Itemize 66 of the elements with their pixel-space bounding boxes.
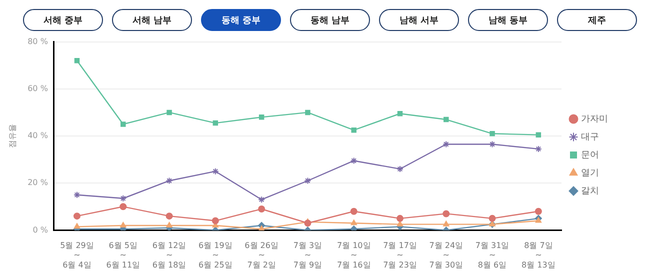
point	[350, 208, 358, 215]
point	[397, 111, 403, 116]
y-tick-label: 60 %	[28, 84, 48, 93]
point	[490, 131, 495, 136]
x-tick-label: 6월 19일 ~ 6월 25일	[198, 241, 232, 270]
point	[120, 203, 127, 210]
point	[166, 110, 172, 116]
legend-label: 문어	[581, 150, 599, 160]
point	[166, 222, 172, 228]
point	[73, 212, 80, 220]
point	[488, 140, 496, 148]
text: 동해 남부	[290, 9, 370, 31]
x-tick-label: 5월 29일 ~ 6월 4일	[60, 241, 94, 270]
point	[396, 220, 404, 226]
x-tick-label: 6월 5일 ~ 6월 11일	[106, 241, 140, 270]
y-tick-label: 20 %	[28, 178, 48, 188]
x-tick-label: 6월 12일 ~ 6월 18일	[152, 241, 186, 270]
point	[74, 58, 80, 64]
point	[535, 217, 542, 223]
y-tick-label: 0 %	[32, 225, 48, 234]
x-tick-label: 7월 10일 ~ 7월 16일	[336, 241, 371, 270]
y-axis-title: 점유율	[8, 124, 17, 148]
point	[488, 214, 496, 222]
legend-label: 열기	[581, 168, 599, 178]
point	[396, 214, 404, 222]
legend-label: 가자미	[581, 114, 608, 124]
point	[442, 210, 450, 218]
text: 남해 동부	[468, 9, 548, 31]
point	[166, 177, 173, 184]
x-tick-label: 7월 24일 ~ 7월 30일	[429, 241, 464, 270]
text: 서해 남부	[112, 9, 192, 31]
point	[444, 116, 449, 122]
point	[120, 122, 126, 127]
point	[351, 127, 356, 133]
x-tick-label: 8월 7일 ~ 8월 13일	[522, 241, 556, 270]
point	[534, 208, 542, 215]
y-tick-label: 40 %	[28, 131, 48, 140]
point	[305, 110, 310, 116]
x-tick-label: 6월 26일 ~ 7월 2일	[244, 241, 278, 270]
point	[536, 132, 542, 138]
point	[120, 194, 127, 202]
x-tick-label: 7월 31일 ~ 8월 6일	[475, 241, 510, 270]
legend-label: 갈치	[581, 186, 599, 196]
point	[258, 114, 264, 120]
point	[350, 157, 358, 164]
point	[304, 220, 312, 227]
point	[120, 222, 126, 228]
point	[212, 168, 219, 175]
x-tick-label: 7월 17일 ~ 7월 23일	[383, 241, 417, 270]
text: 서해 중부	[23, 9, 103, 31]
text: 남해 서부	[379, 9, 459, 31]
text: 제주	[557, 9, 637, 31]
legend-label: 대구	[581, 132, 599, 142]
point	[304, 177, 312, 184]
text: 동해 중부	[201, 9, 281, 31]
x-tick-label: 7월 3일 ~ 7월 9일	[293, 241, 322, 270]
y-tick-label: 80 %	[28, 36, 48, 46]
point	[258, 196, 266, 204]
point	[443, 220, 450, 226]
point	[396, 165, 404, 172]
point	[442, 140, 450, 148]
point	[258, 206, 266, 213]
point	[212, 120, 218, 126]
point	[212, 217, 219, 224]
point	[350, 220, 357, 226]
point	[166, 212, 173, 220]
